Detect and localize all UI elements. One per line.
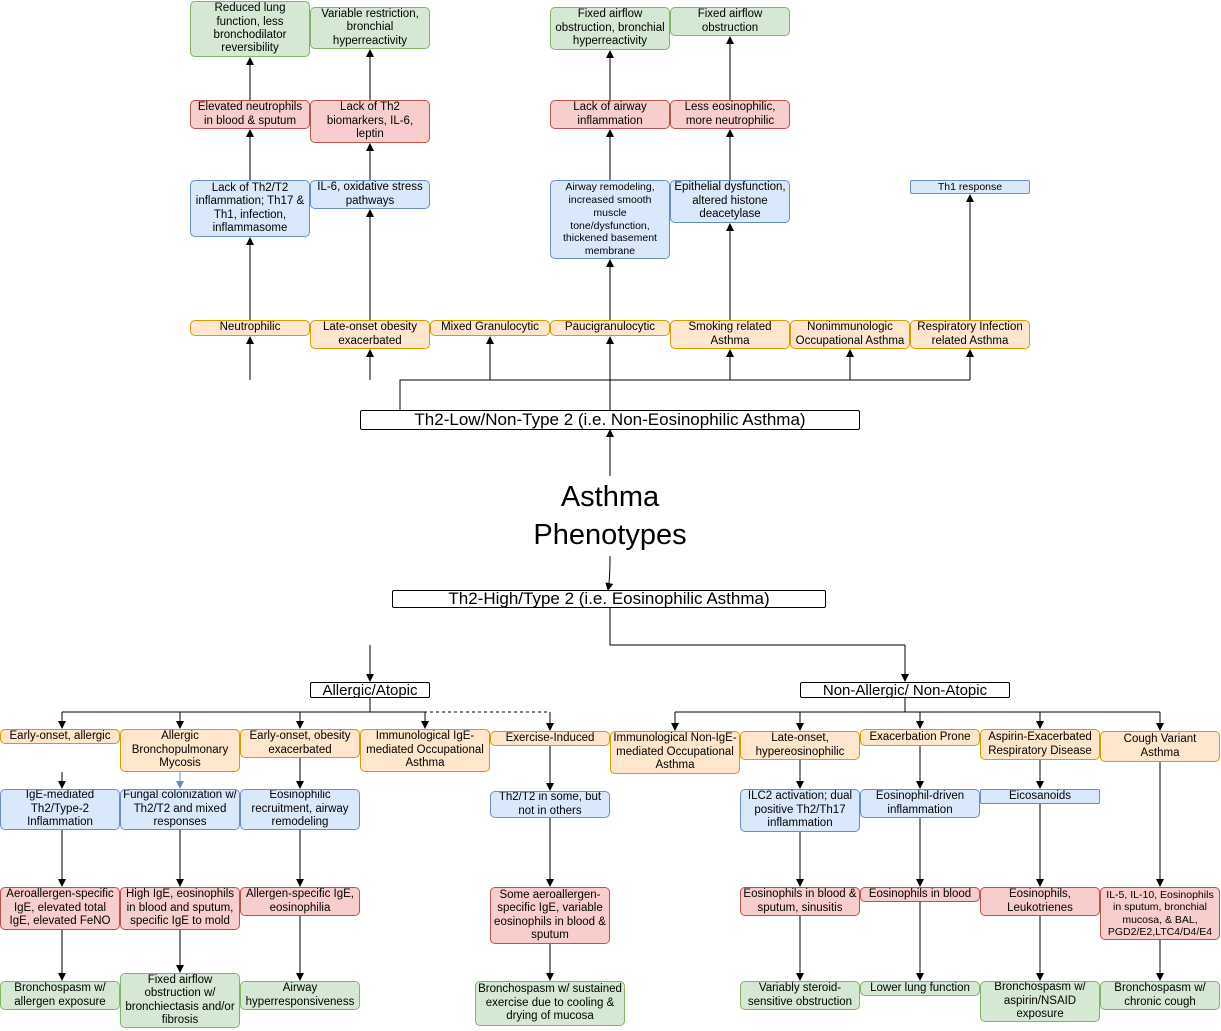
biomarker-some-aeroallergen-ige: Some aeroallergen-specific IgE, variable…	[490, 887, 610, 944]
biomarker-less-eosinophilic: Less eosinophilic, more neutrophilic	[670, 100, 790, 129]
mechanism-th1-response: Th1 response	[910, 180, 1030, 194]
biomarker-eosinophils-blood: Eosinophils in blood	[860, 887, 980, 902]
clinical-fixed-airflow-hyperreactivity: Fixed airflow obstruction, bronchial hyp…	[550, 7, 670, 50]
non-allergic-branch: Non-Allergic/ Non-Atopic	[800, 682, 1010, 698]
mechanism-il6-oxidative-stress: IL-6, oxidative stress pathways	[310, 180, 430, 209]
phenotype-paucigranulocytic: Paucigranulocytic	[550, 320, 670, 336]
phenotype-early-onset-obesity: Early-onset, obesity exacerbated	[240, 729, 360, 758]
clinical-airway-hyperresponsiveness: Airway hyperresponsiveness	[240, 981, 360, 1010]
biomarker-elevated-neutrophils: Elevated neutrophils in blood & sputum	[190, 100, 310, 129]
phenotype-respiratory-infection: Respiratory Infection related Asthma	[910, 320, 1030, 349]
mechanism-th2-some: Th2/T2 in some, but not in others	[490, 791, 610, 818]
clinical-reduced-lung-function: Reduced lung function, less bronchodilat…	[190, 1, 310, 57]
mechanism-eosinophilic-recruitment: Eosinophilic recruitment, airway remodel…	[240, 789, 360, 830]
clinical-fixed-airflow-obstruction: Fixed airflow obstruction	[670, 7, 790, 36]
biomarker-eosinophils-sinusitis: Eosinophils in blood & sputum, sinusitis	[740, 887, 860, 916]
phenotype-mixed-granulocytic: Mixed Granulocytic	[430, 320, 550, 336]
phenotype-exercise-induced: Exercise-Induced	[490, 731, 610, 746]
clinical-bronchospasm-cough: Bronchospasm w/ chronic cough	[1100, 981, 1220, 1010]
phenotype-non-ige-occupational: Immunological Non-IgE-mediated Occupatio…	[610, 731, 740, 774]
phenotype-aerd: Aspirin-Exacerbated Respiratory Disease	[980, 729, 1100, 760]
clinical-bronchospasm-exercise: Bronchospasm w/ sustained exercise due t…	[475, 981, 625, 1026]
mechanism-ilc2-activation: ILC2 activation; dual positive Th2/Th17 …	[740, 789, 860, 832]
clinical-steroid-sensitive: Variably steroid-sensitive obstruction	[740, 981, 860, 1010]
phenotype-neutrophilic: Neutrophilic	[190, 320, 310, 336]
biomarker-lack-airway-inflammation: Lack of airway inflammation	[550, 100, 670, 129]
phenotype-nonimmunologic-occupational: Nonimmunologic Occupational Asthma	[790, 320, 910, 349]
allergic-atopic-branch: Allergic/Atopic	[310, 682, 430, 698]
th2-low-root: Th2-Low/Non-Type 2 (i.e. Non-Eosinophili…	[360, 410, 860, 430]
biomarker-lack-th2-biomarkers: Lack of Th2 biomarkers, IL-6, leptin	[310, 100, 430, 143]
phenotype-early-onset-allergic: Early-onset, allergic	[0, 729, 120, 744]
mechanism-fungal-colonization: Fungal colonization w/ Th2/T2 and mixed …	[120, 789, 240, 830]
diagram-title: Asthma Phenotypes	[533, 481, 687, 551]
biomarker-allergen-specific-ige: Allergen-specific IgE, eosinophilia	[240, 887, 360, 916]
biomarker-aeroallergen-ige: Aeroallergen-specific IgE, elevated tota…	[0, 887, 120, 930]
clinical-fixed-airflow-bronchiectasis: Fixed airflow obstruction w/ bronchiecta…	[120, 973, 240, 1028]
mechanism-lack-th2-inflammation: Lack of Th2/T2 inflammation; Th17 & Th1,…	[190, 180, 310, 237]
mechanism-eosinophil-driven: Eosinophil-driven inflammation	[860, 789, 980, 818]
mechanism-epithelial-dysfunction: Epithelial dysfunction, altered histone …	[670, 180, 790, 223]
biomarker-eosinophils-leukotrienes: Eosinophils, Leukotrienes	[980, 887, 1100, 916]
clinical-lower-lung-function: Lower lung function	[860, 981, 980, 996]
phenotype-cough-variant: Cough Variant Asthma	[1100, 731, 1220, 762]
phenotype-smoking-related: Smoking related Asthma	[670, 320, 790, 349]
clinical-bronchospasm-aspirin: Bronchospasm w/ aspirin/NSAID exposure	[980, 981, 1100, 1022]
phenotype-ige-occupational: Immunological IgE-mediated Occupational …	[360, 729, 490, 772]
clinical-variable-restriction: Variable restriction, bronchial hyperrea…	[310, 7, 430, 49]
phenotype-late-onset-obesity: Late-onset obesity exacerbated	[310, 320, 430, 349]
phenotype-late-onset-hypereosinophilic: Late-onset, hypereosinophilic	[740, 731, 860, 760]
biomarker-high-ige: High IgE, eosinophils in blood and sputu…	[120, 887, 240, 930]
clinical-bronchospasm-allergen: Bronchospasm w/ allergen exposure	[0, 981, 120, 1010]
th2-high-root: Th2-High/Type 2 (i.e. Eosinophilic Asthm…	[392, 590, 826, 608]
phenotype-exacerbation-prone: Exacerbation Prone	[860, 729, 980, 746]
biomarker-il5-il10: IL-5, IL-10, Eosinophils in sputum, bron…	[1100, 887, 1220, 940]
mechanism-eicosanoids: Eicosanoids	[980, 789, 1100, 804]
mechanism-ige-mediated: IgE-mediated Th2/Type-2 Inflammation	[0, 789, 120, 830]
mechanism-airway-remodeling: Airway remodeling, increased smooth musc…	[550, 180, 670, 259]
phenotype-abpm: Allergic Bronchopulmonary Mycosis	[120, 729, 240, 772]
